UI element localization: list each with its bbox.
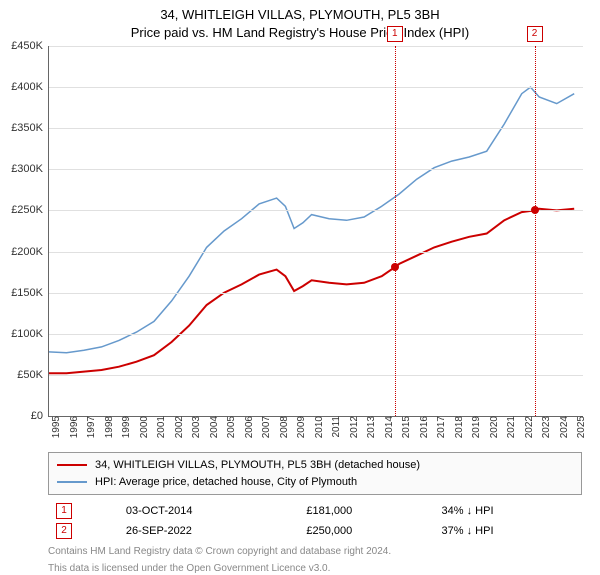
x-axis-label: 1997 xyxy=(86,416,97,438)
sale-marker-number: 1 xyxy=(387,26,403,42)
x-axis-label: 2009 xyxy=(296,416,307,438)
y-axis-label: £300K xyxy=(11,163,43,175)
sale-marker-line xyxy=(535,46,536,416)
x-axis-label: 2012 xyxy=(349,416,360,438)
sale-num-box: 1 xyxy=(56,503,72,519)
sale-row: 2 26-SEP-2022 £250,000 37% ↓ HPI xyxy=(48,521,582,541)
x-axis-label: 2019 xyxy=(471,416,482,438)
series-line-property xyxy=(49,209,574,373)
x-axis-label: 2023 xyxy=(541,416,552,438)
x-axis-label: 2025 xyxy=(576,416,587,438)
x-axis-label: 2013 xyxy=(366,416,377,438)
sale-point xyxy=(531,206,539,214)
footnote-line1: Contains HM Land Registry data © Crown c… xyxy=(48,545,582,558)
x-axis-label: 2017 xyxy=(436,416,447,438)
chart-subtitle: Price paid vs. HM Land Registry's House … xyxy=(0,24,600,42)
x-axis-label: 2000 xyxy=(139,416,150,438)
x-axis-label: 2011 xyxy=(331,416,342,438)
x-axis-label: 2024 xyxy=(559,416,570,438)
x-axis-label: 2007 xyxy=(261,416,272,438)
y-axis-label: £50K xyxy=(17,369,43,381)
sale-price: £250,000 xyxy=(298,521,433,541)
x-axis-label: 2014 xyxy=(384,416,395,438)
legend-swatch-hpi xyxy=(57,481,87,483)
y-axis-label: £150K xyxy=(11,287,43,299)
x-axis-label: 2008 xyxy=(279,416,290,438)
sale-date: 03-OCT-2014 xyxy=(118,501,299,521)
y-axis-label: £400K xyxy=(11,81,43,93)
y-axis-label: £100K xyxy=(11,328,43,340)
legend-item-hpi: HPI: Average price, detached house, City… xyxy=(57,474,573,491)
y-axis-label: £250K xyxy=(11,204,43,216)
chart-lines xyxy=(49,46,583,416)
x-axis-label: 1995 xyxy=(51,416,62,438)
x-axis-label: 2020 xyxy=(489,416,500,438)
x-axis-label: 1999 xyxy=(121,416,132,438)
sale-row: 1 03-OCT-2014 £181,000 34% ↓ HPI xyxy=(48,501,582,521)
legend-swatch-property xyxy=(57,464,87,466)
legend-box: 34, WHITLEIGH VILLAS, PLYMOUTH, PL5 3BH … xyxy=(48,452,582,495)
x-axis-label: 2018 xyxy=(454,416,465,438)
x-axis-label: 2006 xyxy=(244,416,255,438)
plot-area: £0£50K£100K£150K£200K£250K£300K£350K£400… xyxy=(48,46,583,417)
legend-and-footer: 34, WHITLEIGH VILLAS, PLYMOUTH, PL5 3BH … xyxy=(48,452,582,575)
legend-label-hpi: HPI: Average price, detached house, City… xyxy=(95,474,357,491)
sale-price: £181,000 xyxy=(298,501,433,521)
x-axis-label: 2010 xyxy=(314,416,325,438)
sale-marker-line xyxy=(395,46,396,416)
x-axis-label: 2005 xyxy=(226,416,237,438)
x-axis-label: 2003 xyxy=(191,416,202,438)
series-line-hpi xyxy=(49,87,574,353)
sale-point xyxy=(391,263,399,271)
x-axis-label: 2002 xyxy=(174,416,185,438)
sale-vs-hpi: 34% ↓ HPI xyxy=(434,501,582,521)
y-axis-label: £0 xyxy=(31,410,43,422)
legend-item-property: 34, WHITLEIGH VILLAS, PLYMOUTH, PL5 3BH … xyxy=(57,457,573,474)
sale-date: 26-SEP-2022 xyxy=(118,521,299,541)
x-axis-label: 2016 xyxy=(419,416,430,438)
legend-label-property: 34, WHITLEIGH VILLAS, PLYMOUTH, PL5 3BH … xyxy=(95,457,420,474)
y-axis-label: £200K xyxy=(11,246,43,258)
x-axis-label: 2004 xyxy=(209,416,220,438)
sale-num-box: 2 xyxy=(56,523,72,539)
x-axis-label: 1998 xyxy=(104,416,115,438)
sale-vs-hpi: 37% ↓ HPI xyxy=(434,521,582,541)
sales-table: 1 03-OCT-2014 £181,000 34% ↓ HPI 2 26-SE… xyxy=(48,501,582,541)
x-axis-label: 2015 xyxy=(401,416,412,438)
x-axis-label: 2021 xyxy=(506,416,517,438)
sale-marker-number: 2 xyxy=(527,26,543,42)
x-axis-label: 2001 xyxy=(156,416,167,438)
y-axis-label: £450K xyxy=(11,40,43,52)
y-axis-label: £350K xyxy=(11,122,43,134)
footnote-line2: This data is licensed under the Open Gov… xyxy=(48,562,582,575)
chart-title: 34, WHITLEIGH VILLAS, PLYMOUTH, PL5 3BH xyxy=(0,0,600,24)
chart-container: 34, WHITLEIGH VILLAS, PLYMOUTH, PL5 3BH … xyxy=(0,0,600,560)
x-axis-label: 1996 xyxy=(69,416,80,438)
x-axis-label: 2022 xyxy=(524,416,535,438)
